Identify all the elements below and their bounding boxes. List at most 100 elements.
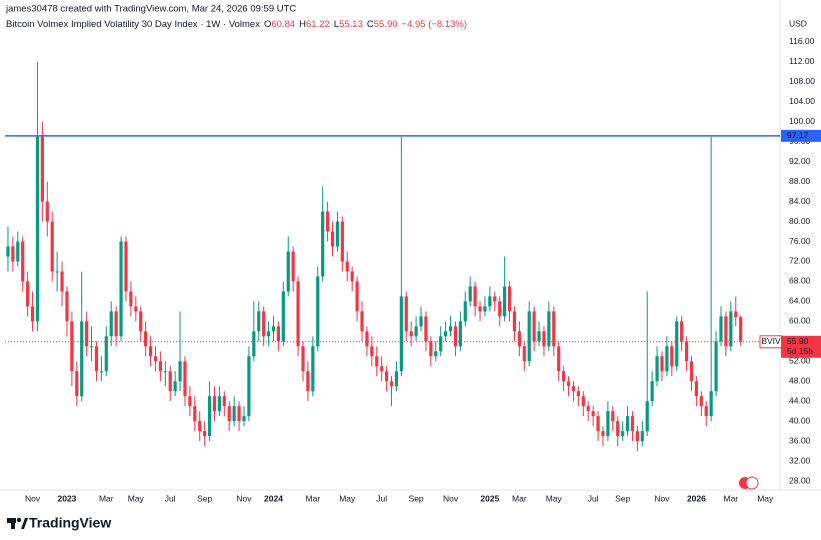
candle-body	[153, 356, 158, 362]
candle-body	[104, 336, 108, 372]
candle-body	[606, 411, 610, 437]
candle-body	[70, 321, 74, 372]
candle-body	[684, 341, 689, 362]
legend-key: L	[334, 19, 339, 30]
candle-body	[503, 286, 507, 317]
candle-body	[237, 406, 241, 422]
candle-body	[173, 381, 177, 392]
x-tick-label: Nov	[654, 493, 670, 503]
icon	[745, 476, 759, 490]
legend-change: −4.95 (−8.13%)	[402, 19, 468, 30]
candle-body	[148, 346, 153, 357]
candle-body	[483, 306, 487, 312]
y-tick-label: 84.00	[789, 196, 811, 206]
x-tick-label: Nov	[236, 493, 252, 503]
candle-body	[203, 431, 207, 437]
legend-key: H	[299, 19, 306, 30]
candle-body	[99, 371, 103, 373]
candle-body	[689, 361, 694, 382]
candle-body	[419, 316, 423, 327]
candle-body	[621, 431, 625, 437]
y-tick-label: 76.00	[789, 236, 811, 246]
candle-body	[129, 291, 133, 307]
candle-body	[660, 356, 664, 372]
y-tick-label: 60.00	[789, 316, 811, 326]
candle-body	[399, 296, 403, 372]
x-tick-label: Jul	[165, 493, 176, 503]
candle-body	[139, 311, 143, 332]
candle-body	[188, 396, 192, 407]
logo-shape	[16, 517, 22, 523]
candle-body	[109, 311, 113, 337]
candle-body	[124, 241, 128, 292]
flag-icon	[739, 476, 759, 490]
currency: USD	[789, 18, 807, 28]
y-tick-label: 80.00	[789, 216, 811, 226]
candle-body	[522, 346, 526, 362]
x-tick-label: 2023	[57, 493, 76, 503]
y-tick-label: 92.00	[789, 156, 811, 166]
candle-body	[85, 321, 89, 347]
candle-body	[625, 416, 630, 432]
candle-body	[50, 221, 54, 272]
brand-logo: TradingView	[7, 515, 111, 531]
candle-body	[507, 286, 512, 312]
candle-body	[576, 391, 580, 397]
x-tick-label: 2026	[687, 493, 706, 503]
candle-body	[350, 271, 354, 282]
hline-tag	[781, 129, 821, 142]
y-tick-label: 108.00	[789, 76, 815, 86]
candle-body	[26, 281, 30, 307]
candle-body	[306, 371, 310, 392]
x-tick-label: May	[546, 493, 563, 503]
candle-body	[178, 361, 182, 382]
candle-body	[439, 336, 443, 352]
candle-body	[488, 296, 492, 307]
candle-body	[493, 296, 497, 302]
candle-body	[16, 241, 20, 262]
candle-body	[517, 331, 521, 347]
candle-body	[434, 351, 438, 357]
candle-body	[404, 296, 408, 332]
candle-body	[370, 346, 374, 357]
candle-body	[375, 356, 379, 367]
candle-body	[384, 371, 389, 382]
candle-body	[35, 136, 40, 322]
candle-body	[640, 431, 644, 442]
candle-body	[542, 331, 546, 347]
candle-body	[217, 396, 222, 412]
candle-body	[311, 346, 315, 392]
candle-body	[704, 406, 708, 417]
candle-body	[694, 381, 699, 397]
candle-body	[557, 346, 561, 372]
y-tick-label: 112.00	[789, 56, 815, 66]
candle-body	[675, 321, 679, 367]
candle-body	[119, 241, 123, 337]
candle-body	[321, 211, 325, 277]
candle-body	[94, 346, 99, 372]
candle-body	[75, 371, 79, 397]
x-tick-label: Jul	[376, 493, 387, 503]
candle-body	[478, 306, 482, 312]
x-tick-label: Nov	[443, 493, 459, 503]
candle-body	[655, 356, 659, 382]
x-tick-label: Mar	[99, 493, 114, 503]
price-label: 55.90	[787, 336, 809, 346]
y-tick-label: 116.00	[789, 36, 815, 46]
y-tick-label: 32.00	[789, 455, 811, 465]
y-tick-label: 100.00	[789, 116, 815, 126]
candle-body	[527, 311, 531, 362]
candle-body	[11, 246, 15, 262]
candle-body	[562, 371, 566, 382]
candle-body	[414, 326, 418, 337]
candle-body	[635, 431, 639, 442]
candle-body	[601, 431, 605, 437]
y-tick-label: 72.00	[789, 256, 811, 266]
candle-body	[537, 331, 541, 342]
candle-body	[21, 241, 25, 282]
candle-body	[532, 311, 536, 342]
legend-value: 55.13	[339, 19, 363, 30]
candle-body	[473, 286, 477, 307]
